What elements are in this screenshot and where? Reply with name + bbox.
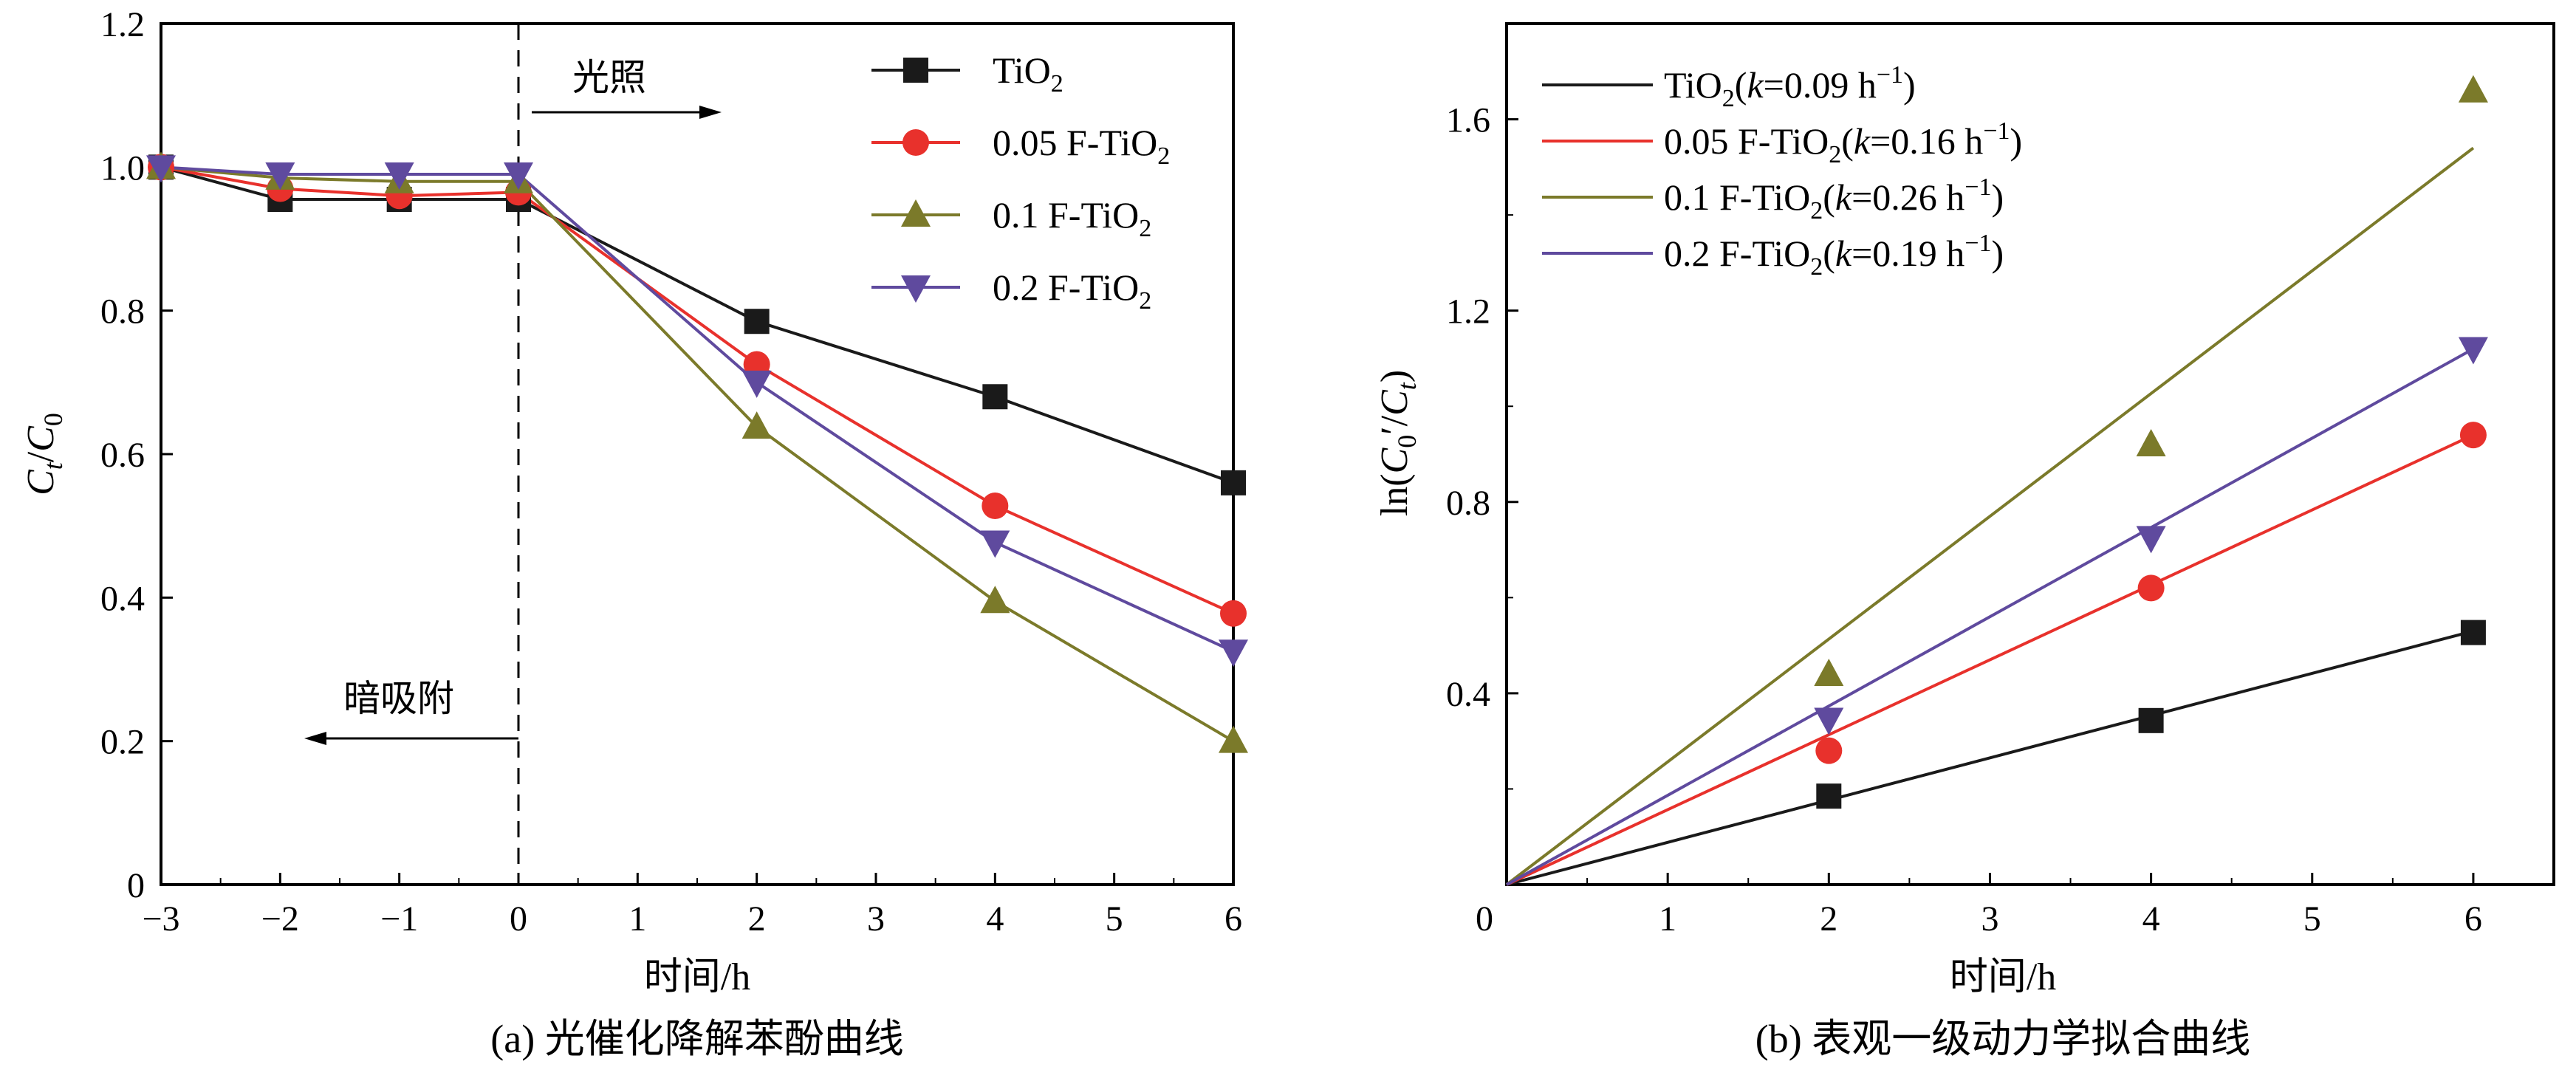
panel-b-x-tick-label: 5 xyxy=(2303,899,2321,939)
panel-a-x-tick-label: −3 xyxy=(142,899,179,939)
panel-a-point-F005 xyxy=(1220,600,1247,627)
panel-a-point-F02 xyxy=(741,370,772,398)
panel-a-x-tick-label: −1 xyxy=(380,899,418,939)
panel-a-point-F02 xyxy=(504,162,533,191)
panel-b-point-F01 xyxy=(1814,658,1844,686)
panel-b-chart: 0 1 2 3 4 5 6 0.4 0.8 1.2 1.6 TiO2(k=0.09 h−1)0.05… xyxy=(1374,22,2555,1061)
panel-a-point-TiO2 xyxy=(744,309,770,334)
panel-a-caption: (a) 光催化降解苯酚曲线 xyxy=(490,1017,903,1061)
panel-a-point-TiO2 xyxy=(982,384,1008,410)
panel-b-legend-label: 0.2 F-TiO2(k=0.19 h−1) xyxy=(1664,230,2004,281)
panel-a-series-line-F02 xyxy=(160,165,1234,653)
panel-a-x-tick-label: 6 xyxy=(1224,899,1242,939)
panel-b-fit-line-TiO2 xyxy=(1506,629,2474,886)
panel-b-legend: TiO2(k=0.09 h−1)0.05 F-TiO2(k=0.16 h−1) 0… xyxy=(1542,61,2022,281)
panel-b-point-F01 xyxy=(2458,75,2488,103)
panel-a-legend-marker xyxy=(903,58,928,83)
panel-a-series xyxy=(146,151,1248,753)
panel-b-y-axis-label: ln(C0′/Ct) xyxy=(1374,370,1422,516)
panel-a-x-tick-label: 2 xyxy=(748,899,766,939)
panel-b-y-tick-label: 1.6 xyxy=(1446,101,1490,140)
panel-a-point-F01 xyxy=(980,586,1010,614)
panel-b-point-TiO2 xyxy=(2138,707,2164,733)
panel-a-point-TiO2 xyxy=(1221,470,1246,495)
panel-a-y-tick-label: 0.4 xyxy=(100,579,145,618)
panel-a-point-F005 xyxy=(982,492,1009,519)
panel-b-y-tick-label: 0.4 xyxy=(1446,675,1490,714)
panel-b-legend-label: 0.1 F-TiO2(k=0.26 h−1) xyxy=(1664,174,2004,224)
panel-a-chart: 光照 暗吸附 −3 −2 −1 0 1 2 3 4 5 600.20.40.60.81.01.2 … xyxy=(20,5,1248,1061)
panel-b-point-F01 xyxy=(2136,429,2166,457)
panel-b-fit-line-F005 xyxy=(1506,433,2474,886)
panel-b-series xyxy=(1505,75,2488,886)
panel-a-legend-label: 0.05 F-TiO2 xyxy=(993,122,1170,170)
panel-b-x-tick-label: 0 xyxy=(1476,899,1493,939)
light-annotation: 光照 xyxy=(572,57,646,98)
panel-b-fit-line-F02 xyxy=(1506,347,2474,886)
panel-b-y-tick-label: 0.8 xyxy=(1446,484,1490,523)
panel-a-legend-marker xyxy=(901,275,931,303)
svg-text:Ct/C0: Ct/C0 xyxy=(20,413,68,495)
panel-b-caption: (b) 表观一级动力学拟合曲线 xyxy=(1755,1017,2250,1061)
panel-a-x-tick-label: −2 xyxy=(261,899,299,939)
panel-a-legend: TiO2 0.05 F-TiO2 0.1 F-TiO2 0.2 F-TiO2 xyxy=(871,49,1170,315)
panel-b-x-tick-label: 4 xyxy=(2142,899,2160,939)
panel-a-point-F01 xyxy=(1219,725,1248,753)
panel-a-legend-marker xyxy=(901,199,931,227)
panel-b-legend-label: 0.05 F-TiO2(k=0.16 h−1) xyxy=(1664,117,2022,168)
panel-b-x-tick-label: 1 xyxy=(1659,899,1676,939)
panel-b-x-axis-label: 时间/h xyxy=(1950,956,2056,998)
svg-text:ln(C0′/Ct): ln(C0′/Ct) xyxy=(1374,370,1422,516)
panel-b-ticks: 0 1 2 3 4 5 6 0.4 0.8 1.2 1.6 xyxy=(1446,23,2482,939)
panel-a-series-line-F01 xyxy=(160,165,1235,743)
panel-a-legend-label: TiO2 xyxy=(993,49,1063,97)
panel-b-point-TiO2 xyxy=(2460,620,2486,645)
panel-b-x-tick-label: 3 xyxy=(1981,899,1998,939)
panel-a-legend-label: 0.1 F-TiO2 xyxy=(993,194,1151,242)
panel-a-point-F02 xyxy=(265,162,295,191)
panel-a-point-F02 xyxy=(1219,639,1248,668)
panel-a-y-tick-label: 1.2 xyxy=(100,5,145,44)
panel-a-y-tick-label: 0 xyxy=(127,866,145,905)
panel-a-x-axis-label: 时间/h xyxy=(644,956,750,998)
panel-b-x-tick-label: 2 xyxy=(1820,899,1837,939)
panel-a-ticks: −3 −2 −1 0 1 2 3 4 5 6 0 0.2 0.4 0.6 0.8 1.0 1.2 xyxy=(100,5,1242,939)
dark-adsorption-annotation: 暗吸附 xyxy=(343,678,454,719)
panel-a-legend-marker xyxy=(902,129,929,156)
panel-a-point-F02 xyxy=(980,530,1010,558)
panel-b-fit-line-F01 xyxy=(1505,146,2475,886)
panel-a-legend-label: 0.2 F-TiO2 xyxy=(993,267,1151,315)
panel-b-point-F005 xyxy=(2459,422,2487,449)
panel-a-x-tick-label: 3 xyxy=(867,899,885,939)
panel-a-point-F01 xyxy=(741,411,772,439)
panel-b-plot-frame xyxy=(1505,22,2555,886)
panel-a-x-tick-label: 4 xyxy=(986,899,1004,939)
panel-b-point-F02 xyxy=(2458,337,2488,365)
dark-arrow-head xyxy=(304,732,326,745)
panel-b-point-F02 xyxy=(1814,707,1844,735)
panel-b-x-tick-label: 6 xyxy=(2464,899,2482,939)
panel-a-y-tick-label: 0.2 xyxy=(100,723,145,762)
panel-a-x-tick-label: 1 xyxy=(628,899,646,939)
panel-a-x-tick-label: 5 xyxy=(1106,899,1123,939)
panel-a-point-F02 xyxy=(384,162,414,191)
panel-a-y-tick-label: 1.0 xyxy=(100,148,145,188)
panel-b-y-tick-label: 1.2 xyxy=(1446,292,1490,332)
panel-b-point-TiO2 xyxy=(1816,783,1842,809)
panel-a-y-tick-label: 0.6 xyxy=(100,436,145,475)
panel-a-y-axis-label: Ct/C0 xyxy=(20,413,68,495)
panel-b-point-F005 xyxy=(1815,737,1843,764)
annotation-arrows xyxy=(304,106,722,745)
panel-b-point-F02 xyxy=(2136,526,2166,554)
panel-b-point-F005 xyxy=(2137,574,2165,602)
panel-a-y-tick-label: 0.8 xyxy=(100,292,145,332)
panel-a-point-F02 xyxy=(146,155,176,183)
panel-b-legend-label: TiO2(k=0.09 h−1) xyxy=(1664,61,1916,112)
panel-a-x-tick-label: 0 xyxy=(510,899,527,939)
light-arrow-head xyxy=(699,106,722,119)
